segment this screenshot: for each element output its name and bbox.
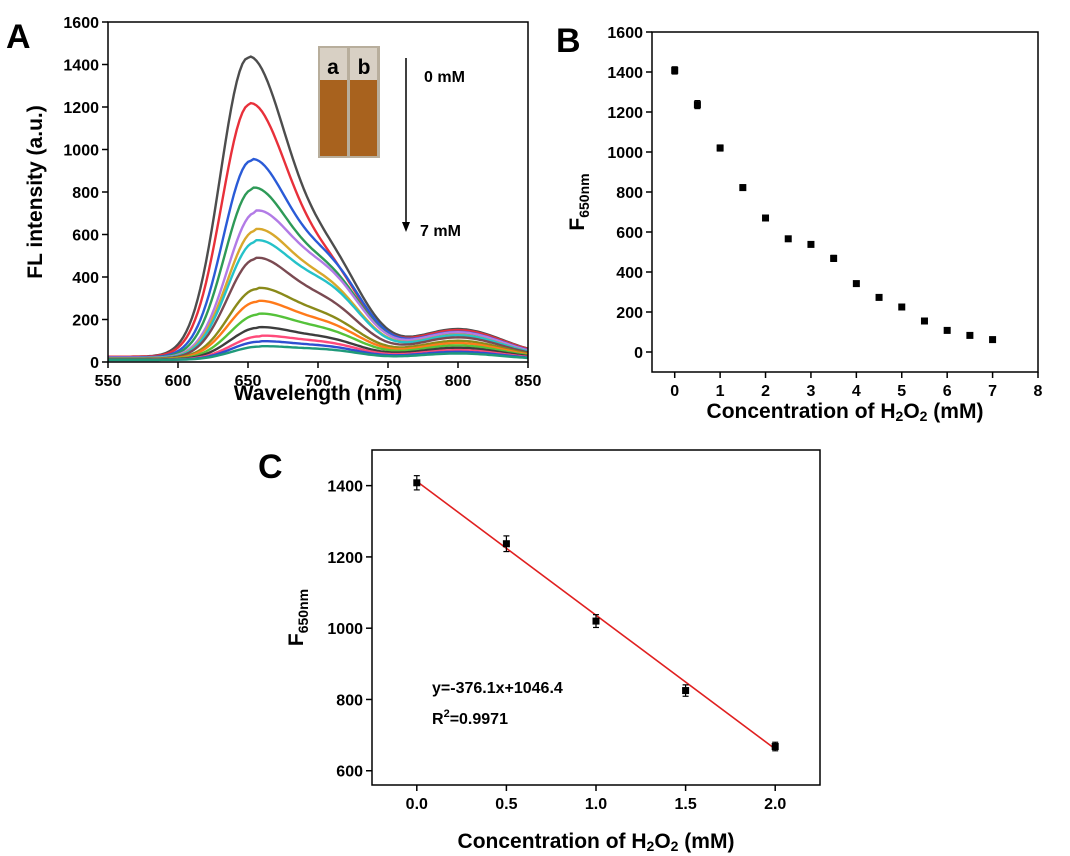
panel-label-b: B [556, 22, 581, 60]
x-tick-label: 2 [761, 383, 770, 400]
data-point [413, 479, 421, 487]
y-tick-label: 800 [616, 185, 643, 202]
cuvette-a [320, 80, 347, 156]
y-tick-label: 200 [616, 305, 643, 322]
r-squared-label: R2=0.9971 [432, 708, 508, 728]
y-tick-label: 200 [72, 313, 99, 330]
y-tick-label: 600 [336, 764, 363, 781]
data-point [682, 687, 690, 695]
panel-label-c: C [258, 448, 283, 486]
data-point [875, 293, 883, 301]
annotation-bottom: 7 mM [420, 223, 461, 240]
data-point [830, 254, 838, 262]
x-tick-label: 4 [852, 383, 861, 400]
data-point [784, 235, 792, 243]
panel-label-a: A [6, 18, 31, 56]
data-point [693, 101, 701, 109]
panel-b-scatter: 0 1 2 3 4 5 6 7 8 0 200 400 600 800 1000 1200 1400 1600 Co… [566, 25, 1043, 424]
y-axis-title: F650nm [566, 173, 592, 230]
x-tick-label: 650 [235, 373, 262, 390]
y-tick-label: 400 [72, 270, 99, 287]
x-tick-label: 1.5 [674, 796, 696, 813]
x-tick-label: 8 [1034, 383, 1043, 400]
y-tick-label: 1200 [63, 100, 99, 117]
y-tick-label: 1200 [607, 105, 643, 122]
y-tick-label: 1400 [607, 65, 643, 82]
x-axis-title: Concentration of H2O2 (mM) [458, 830, 735, 854]
x-tick-label: 7 [988, 383, 997, 400]
y-tick-label: 800 [336, 692, 363, 709]
data-point [762, 214, 770, 222]
data-point [920, 317, 928, 325]
x-tick-label: 850 [515, 373, 542, 390]
panel-a-spectra: 550 600 650 700 750 800 850 0 200 400 600 800 1000 12… [24, 15, 541, 405]
data-point [771, 743, 779, 751]
spectrum-line-2 [108, 101, 529, 358]
x-tick-label: 0 [670, 383, 679, 400]
inset-label-a: a [327, 56, 339, 79]
inset-label-b: b [358, 56, 371, 79]
data-point [807, 240, 815, 248]
y-tick-label: 0 [90, 355, 99, 372]
y-tick-label: 1000 [327, 621, 363, 638]
x-tick-label: 2.0 [764, 796, 786, 813]
data-point [502, 540, 510, 548]
y-axis-title: FL intensity (a.u.) [24, 105, 47, 278]
x-axis-title: Concentration of H2O2 (mM) [707, 400, 984, 424]
arrow-head [402, 222, 410, 232]
y-tick-label: 1600 [63, 15, 99, 32]
cuvette-b [350, 80, 377, 156]
x-tick-label: 1 [716, 383, 725, 400]
plot-frame-b [651, 31, 1039, 373]
y-tick-label: 600 [616, 225, 643, 242]
equation-label: y=-376.1x+1046.4 [432, 680, 563, 697]
cuvette-b-top [350, 48, 377, 80]
x-tick-label: 800 [445, 373, 472, 390]
x-tick-label: 550 [95, 373, 122, 390]
spectrum-line-15 [108, 345, 529, 362]
data-point [989, 336, 997, 344]
y-tick-label: 0 [634, 345, 643, 362]
data-point [966, 331, 974, 339]
data-point [943, 326, 951, 334]
x-tick-label: 5 [897, 383, 906, 400]
y-tick-label: 1400 [63, 58, 99, 75]
y-axis-title: F650nm [285, 589, 311, 646]
panel-c-calibration: 0.0 0.5 1.0 1.5 2.0 600 800 1000 1200 1400 Concent… [285, 449, 821, 854]
cuvette-a-top [320, 48, 347, 80]
x-tick-label: 1.0 [585, 796, 607, 813]
y-tick-label: 600 [72, 228, 99, 245]
data-point [898, 303, 906, 311]
y-tick-label: 1600 [607, 25, 643, 42]
data-point [852, 280, 860, 288]
data-point [716, 144, 724, 152]
y-tick-label: 400 [616, 265, 643, 282]
x-tick-label: 600 [165, 373, 192, 390]
data-point [592, 617, 600, 625]
x-axis-title: Wavelength (nm) [234, 382, 402, 405]
x-tick-label: 6 [943, 383, 952, 400]
plot-frame-c [371, 449, 821, 786]
y-tick-label: 1000 [607, 145, 643, 162]
y-tick-label: 1400 [327, 479, 363, 496]
x-tick-label: 750 [375, 373, 402, 390]
annotation-top: 0 mM [424, 69, 465, 86]
data-point [739, 184, 747, 192]
plot-frame-a [107, 21, 529, 363]
y-tick-label: 1200 [327, 550, 363, 567]
y-tick-label: 800 [72, 185, 99, 202]
x-tick-label: 0.5 [495, 796, 517, 813]
data-point [671, 66, 679, 74]
x-tick-label: 3 [806, 383, 815, 400]
y-tick-label: 1000 [63, 143, 99, 160]
x-tick-label: 700 [305, 373, 332, 390]
x-tick-label: 0.0 [406, 796, 428, 813]
